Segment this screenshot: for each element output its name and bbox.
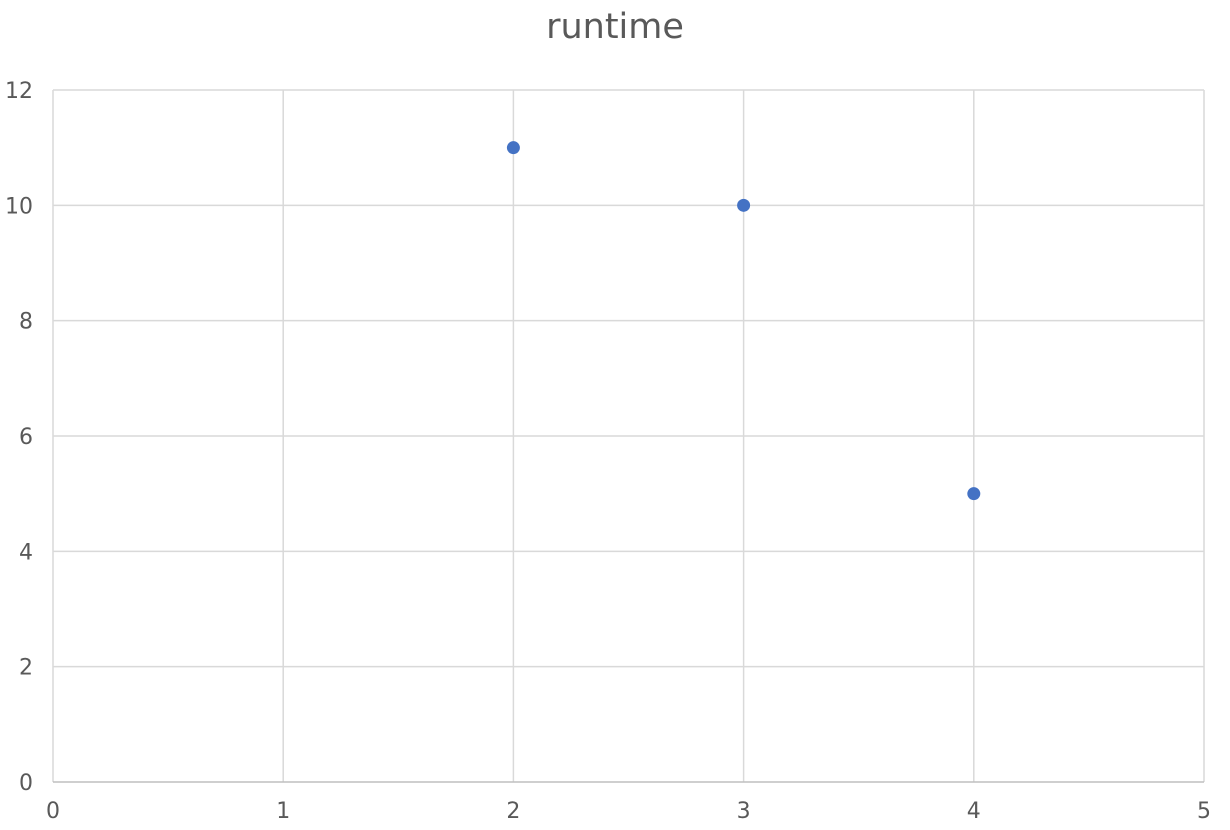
y-tick-label: 6 (19, 425, 33, 450)
x-tick-label: 5 (1197, 799, 1211, 824)
chart-title: runtime (546, 7, 684, 47)
data-point (967, 487, 981, 501)
data-point (506, 141, 520, 155)
x-axis-ticks: 0 1 2 3 4 5 (46, 799, 1211, 824)
y-tick-label: 0 (19, 771, 33, 796)
y-tick-label: 2 (19, 656, 33, 681)
gridlines (52, 89, 1205, 782)
x-tick-label: 3 (737, 799, 751, 824)
y-tick-label: 12 (5, 79, 33, 104)
x-tick-label: 1 (276, 799, 290, 824)
data-points (506, 141, 981, 501)
y-tick-label: 4 (19, 540, 33, 565)
data-point (737, 198, 751, 212)
y-tick-label: 8 (19, 310, 33, 335)
x-tick-label: 0 (46, 799, 60, 824)
x-tick-label: 4 (967, 799, 981, 824)
y-tick-label: 10 (5, 194, 33, 219)
y-axis-ticks: 0 2 4 6 8 10 12 (5, 79, 33, 796)
x-tick-label: 2 (506, 799, 520, 824)
